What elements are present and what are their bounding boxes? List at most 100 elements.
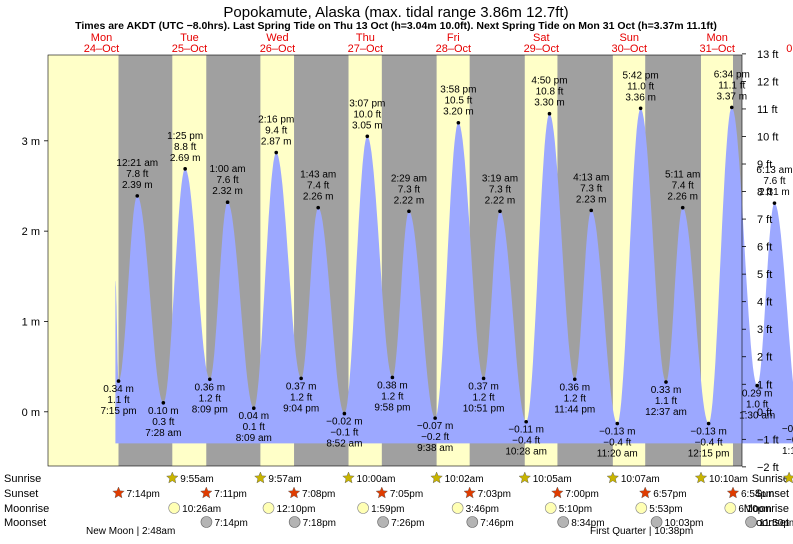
low-tide-point <box>251 406 256 410</box>
high-tide-point <box>225 200 230 205</box>
low-tide-time: 9:38 am <box>417 443 453 454</box>
low-tide-meters: 0.36 m <box>195 382 226 393</box>
high-tide-time: 5:42 pm <box>623 70 659 81</box>
low-tide-time: 9:58 pm <box>374 402 410 413</box>
sunrise-icon <box>430 471 443 484</box>
low-tide-meters: 0.36 m <box>559 382 590 393</box>
high-tide-meters: 2.39 m <box>122 180 153 191</box>
row-label-left: Sunrise <box>4 473 41 485</box>
sunset-icon <box>463 486 476 499</box>
sunrise-icon <box>518 471 532 484</box>
right-axis-tick-label: 5 ft <box>757 269 772 281</box>
day-name: Wed <box>266 32 288 44</box>
tide-area <box>115 107 793 444</box>
low-tide-feet: 1.2 ft <box>290 392 312 403</box>
low-tide-feet: 1.2 ft <box>381 391 403 402</box>
low-tide-feet: −0.1 ft <box>330 428 358 439</box>
high-tide-point <box>589 208 594 213</box>
moonset-time: 7:18pm <box>303 518 336 529</box>
day-date: 24–Oct <box>84 43 119 55</box>
sunset-icon <box>375 486 388 499</box>
sunset-icon <box>200 486 213 499</box>
low-tide-point <box>116 379 121 383</box>
moonrise-time: 5:10pm <box>559 504 592 515</box>
sunrise-time: 10:05am <box>533 474 572 485</box>
day-date: 01–Nov <box>786 43 793 55</box>
high-tide-meters: 2.32 m <box>212 186 243 197</box>
left-axis-tick-label: 1 m <box>22 316 40 328</box>
moonrise-time: 6:10pm <box>738 504 771 515</box>
high-tide-point <box>498 209 502 214</box>
day-date: 28–Oct <box>436 43 471 55</box>
sunrise-time: 10:00am <box>357 474 396 485</box>
sunrise-icon <box>782 471 793 484</box>
low-tide-feet: 0.1 ft <box>243 422 265 433</box>
day-date: 26–Oct <box>260 43 295 55</box>
low-tide-time: 12:15 pm <box>688 449 730 460</box>
low-tide-meters: 0.34 m <box>103 384 134 395</box>
low-tide-meters: 0.10 m <box>148 406 179 417</box>
high-tide-time: 1:25 pm <box>167 131 203 142</box>
low-tide-meters: −0.13 m <box>690 427 726 438</box>
moonset-time: 7:26pm <box>391 518 424 529</box>
low-tide-feet: 1.0 ft <box>746 400 768 411</box>
day-date: 30–Oct <box>612 43 647 55</box>
high-tide-feet: 9.4 ft <box>265 126 287 137</box>
high-tide-time: 3:58 pm <box>440 85 476 96</box>
day-date: 25–Oct <box>172 43 207 55</box>
row-label-right: Moonset <box>747 517 789 529</box>
sunrise-time: 10:02am <box>445 474 484 485</box>
row-label-left: Moonrise <box>4 503 49 515</box>
moonset-icon <box>200 516 213 528</box>
low-tide-feet: 0.3 ft <box>152 417 174 428</box>
low-tide-feet: −0.3 ft <box>786 435 793 446</box>
sunrise-time: 9:55am <box>180 474 213 485</box>
high-tide-time: 3:07 pm <box>349 98 385 109</box>
high-tide-time: 4:50 pm <box>531 76 567 87</box>
high-tide-point <box>772 201 777 205</box>
right-axis-tick-label: 11 ft <box>757 104 778 116</box>
high-tide-meters: 3.37 m <box>716 91 747 102</box>
sunset-time: 7:11pm <box>214 489 247 500</box>
low-tide-meters: −0.07 m <box>417 421 453 432</box>
low-tide-point <box>342 411 347 416</box>
sunset-time: 6:57pm <box>653 489 686 500</box>
moonset-icon <box>288 516 301 528</box>
right-axis-tick-label: 6 ft <box>757 242 772 254</box>
low-tide-point <box>755 383 759 388</box>
low-tide-time: 1:12 pm <box>782 446 793 457</box>
sunset-icon <box>112 486 125 499</box>
high-tide-time: 1:43 am <box>300 170 336 181</box>
sunset-icon <box>639 486 652 499</box>
sunrise-icon <box>342 471 355 484</box>
low-tide-time: 1:30 am <box>739 411 775 422</box>
high-tide-point <box>135 194 140 198</box>
high-tide-time: 1:00 am <box>210 164 246 175</box>
moonset-time: 7:14pm <box>214 518 247 529</box>
high-tide-feet: 7.3 ft <box>580 183 602 194</box>
high-tide-feet: 7.6 ft <box>216 175 238 186</box>
low-tide-meters: 0.29 m <box>742 389 773 400</box>
day-name: Fri <box>447 32 460 44</box>
row-label-left: Moonset <box>4 517 46 529</box>
row-label-right: Sunrise <box>752 473 789 485</box>
high-tide-point <box>638 106 643 111</box>
low-tide-feet: 1.2 ft <box>199 393 221 404</box>
low-tide-time: 10:51 pm <box>463 403 505 414</box>
low-tide-feet: 1.1 ft <box>107 395 129 406</box>
right-axis-tick-label: 13 ft <box>757 49 778 61</box>
high-tide-feet: 10.0 ft <box>353 109 381 120</box>
high-tide-point <box>547 111 552 116</box>
high-tide-meters: 2.23 m <box>576 194 607 205</box>
low-tide-meters: 0.33 m <box>651 385 682 396</box>
left-axis-tick-label: 2 m <box>22 226 40 238</box>
high-tide-feet: 7.3 ft <box>398 184 420 195</box>
row-label-left: Sunset <box>4 488 38 500</box>
moonset-icon <box>650 516 663 528</box>
moonset-icon <box>377 516 389 528</box>
low-tide-point <box>161 400 166 405</box>
row-label-right: Sunset <box>755 488 789 500</box>
low-tide-feet: 1.1 ft <box>655 396 677 407</box>
